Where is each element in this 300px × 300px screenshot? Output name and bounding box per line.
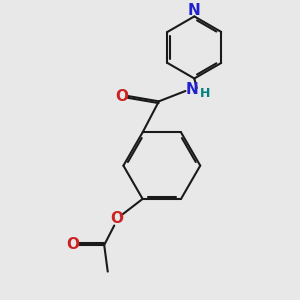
Text: N: N [186,82,198,97]
Text: H: H [200,87,211,100]
Text: O: O [66,237,79,252]
Text: O: O [115,88,128,104]
Text: O: O [110,212,123,226]
Text: N: N [188,3,201,18]
